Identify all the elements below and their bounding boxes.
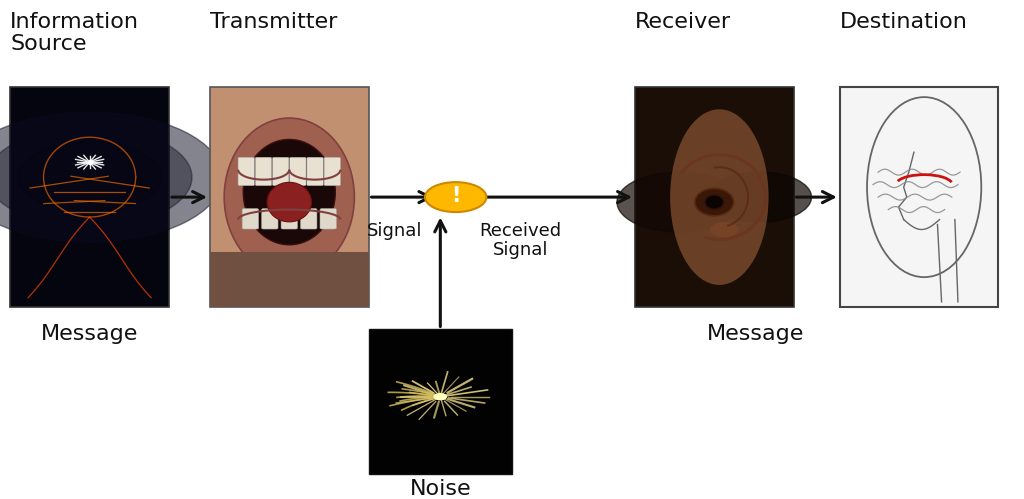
Text: Message: Message <box>41 324 138 344</box>
FancyBboxPatch shape <box>238 157 254 186</box>
FancyBboxPatch shape <box>281 209 297 229</box>
Text: Receiver: Receiver <box>635 12 731 32</box>
FancyBboxPatch shape <box>300 209 316 229</box>
FancyBboxPatch shape <box>272 157 289 186</box>
Circle shape <box>425 182 486 212</box>
FancyBboxPatch shape <box>635 87 794 307</box>
Text: Message: Message <box>707 324 804 344</box>
FancyBboxPatch shape <box>10 87 169 307</box>
Ellipse shape <box>670 109 769 285</box>
FancyBboxPatch shape <box>261 209 278 229</box>
FancyBboxPatch shape <box>255 157 271 186</box>
Ellipse shape <box>705 195 723 209</box>
Text: Signal: Signal <box>367 222 422 240</box>
Ellipse shape <box>244 139 335 245</box>
Circle shape <box>709 172 812 222</box>
Text: Destination: Destination <box>840 12 968 32</box>
Circle shape <box>616 172 739 232</box>
Circle shape <box>434 394 446 400</box>
Text: !: ! <box>451 186 461 206</box>
Text: Transmitter: Transmitter <box>210 12 337 32</box>
Text: Received
Signal: Received Signal <box>479 222 561 259</box>
FancyBboxPatch shape <box>307 157 324 186</box>
Ellipse shape <box>224 118 354 276</box>
Ellipse shape <box>711 222 739 237</box>
Text: Noise
Source: Noise Source <box>402 479 478 499</box>
Circle shape <box>17 142 162 212</box>
FancyBboxPatch shape <box>840 87 998 307</box>
Text: Information
Source: Information Source <box>10 12 139 54</box>
FancyBboxPatch shape <box>324 157 340 186</box>
Circle shape <box>0 112 223 242</box>
FancyBboxPatch shape <box>319 209 336 229</box>
FancyBboxPatch shape <box>210 252 369 307</box>
FancyBboxPatch shape <box>242 209 258 229</box>
Circle shape <box>0 127 193 227</box>
FancyBboxPatch shape <box>369 329 512 474</box>
FancyBboxPatch shape <box>210 87 369 307</box>
Ellipse shape <box>694 189 733 216</box>
FancyBboxPatch shape <box>290 157 306 186</box>
Ellipse shape <box>267 182 311 222</box>
